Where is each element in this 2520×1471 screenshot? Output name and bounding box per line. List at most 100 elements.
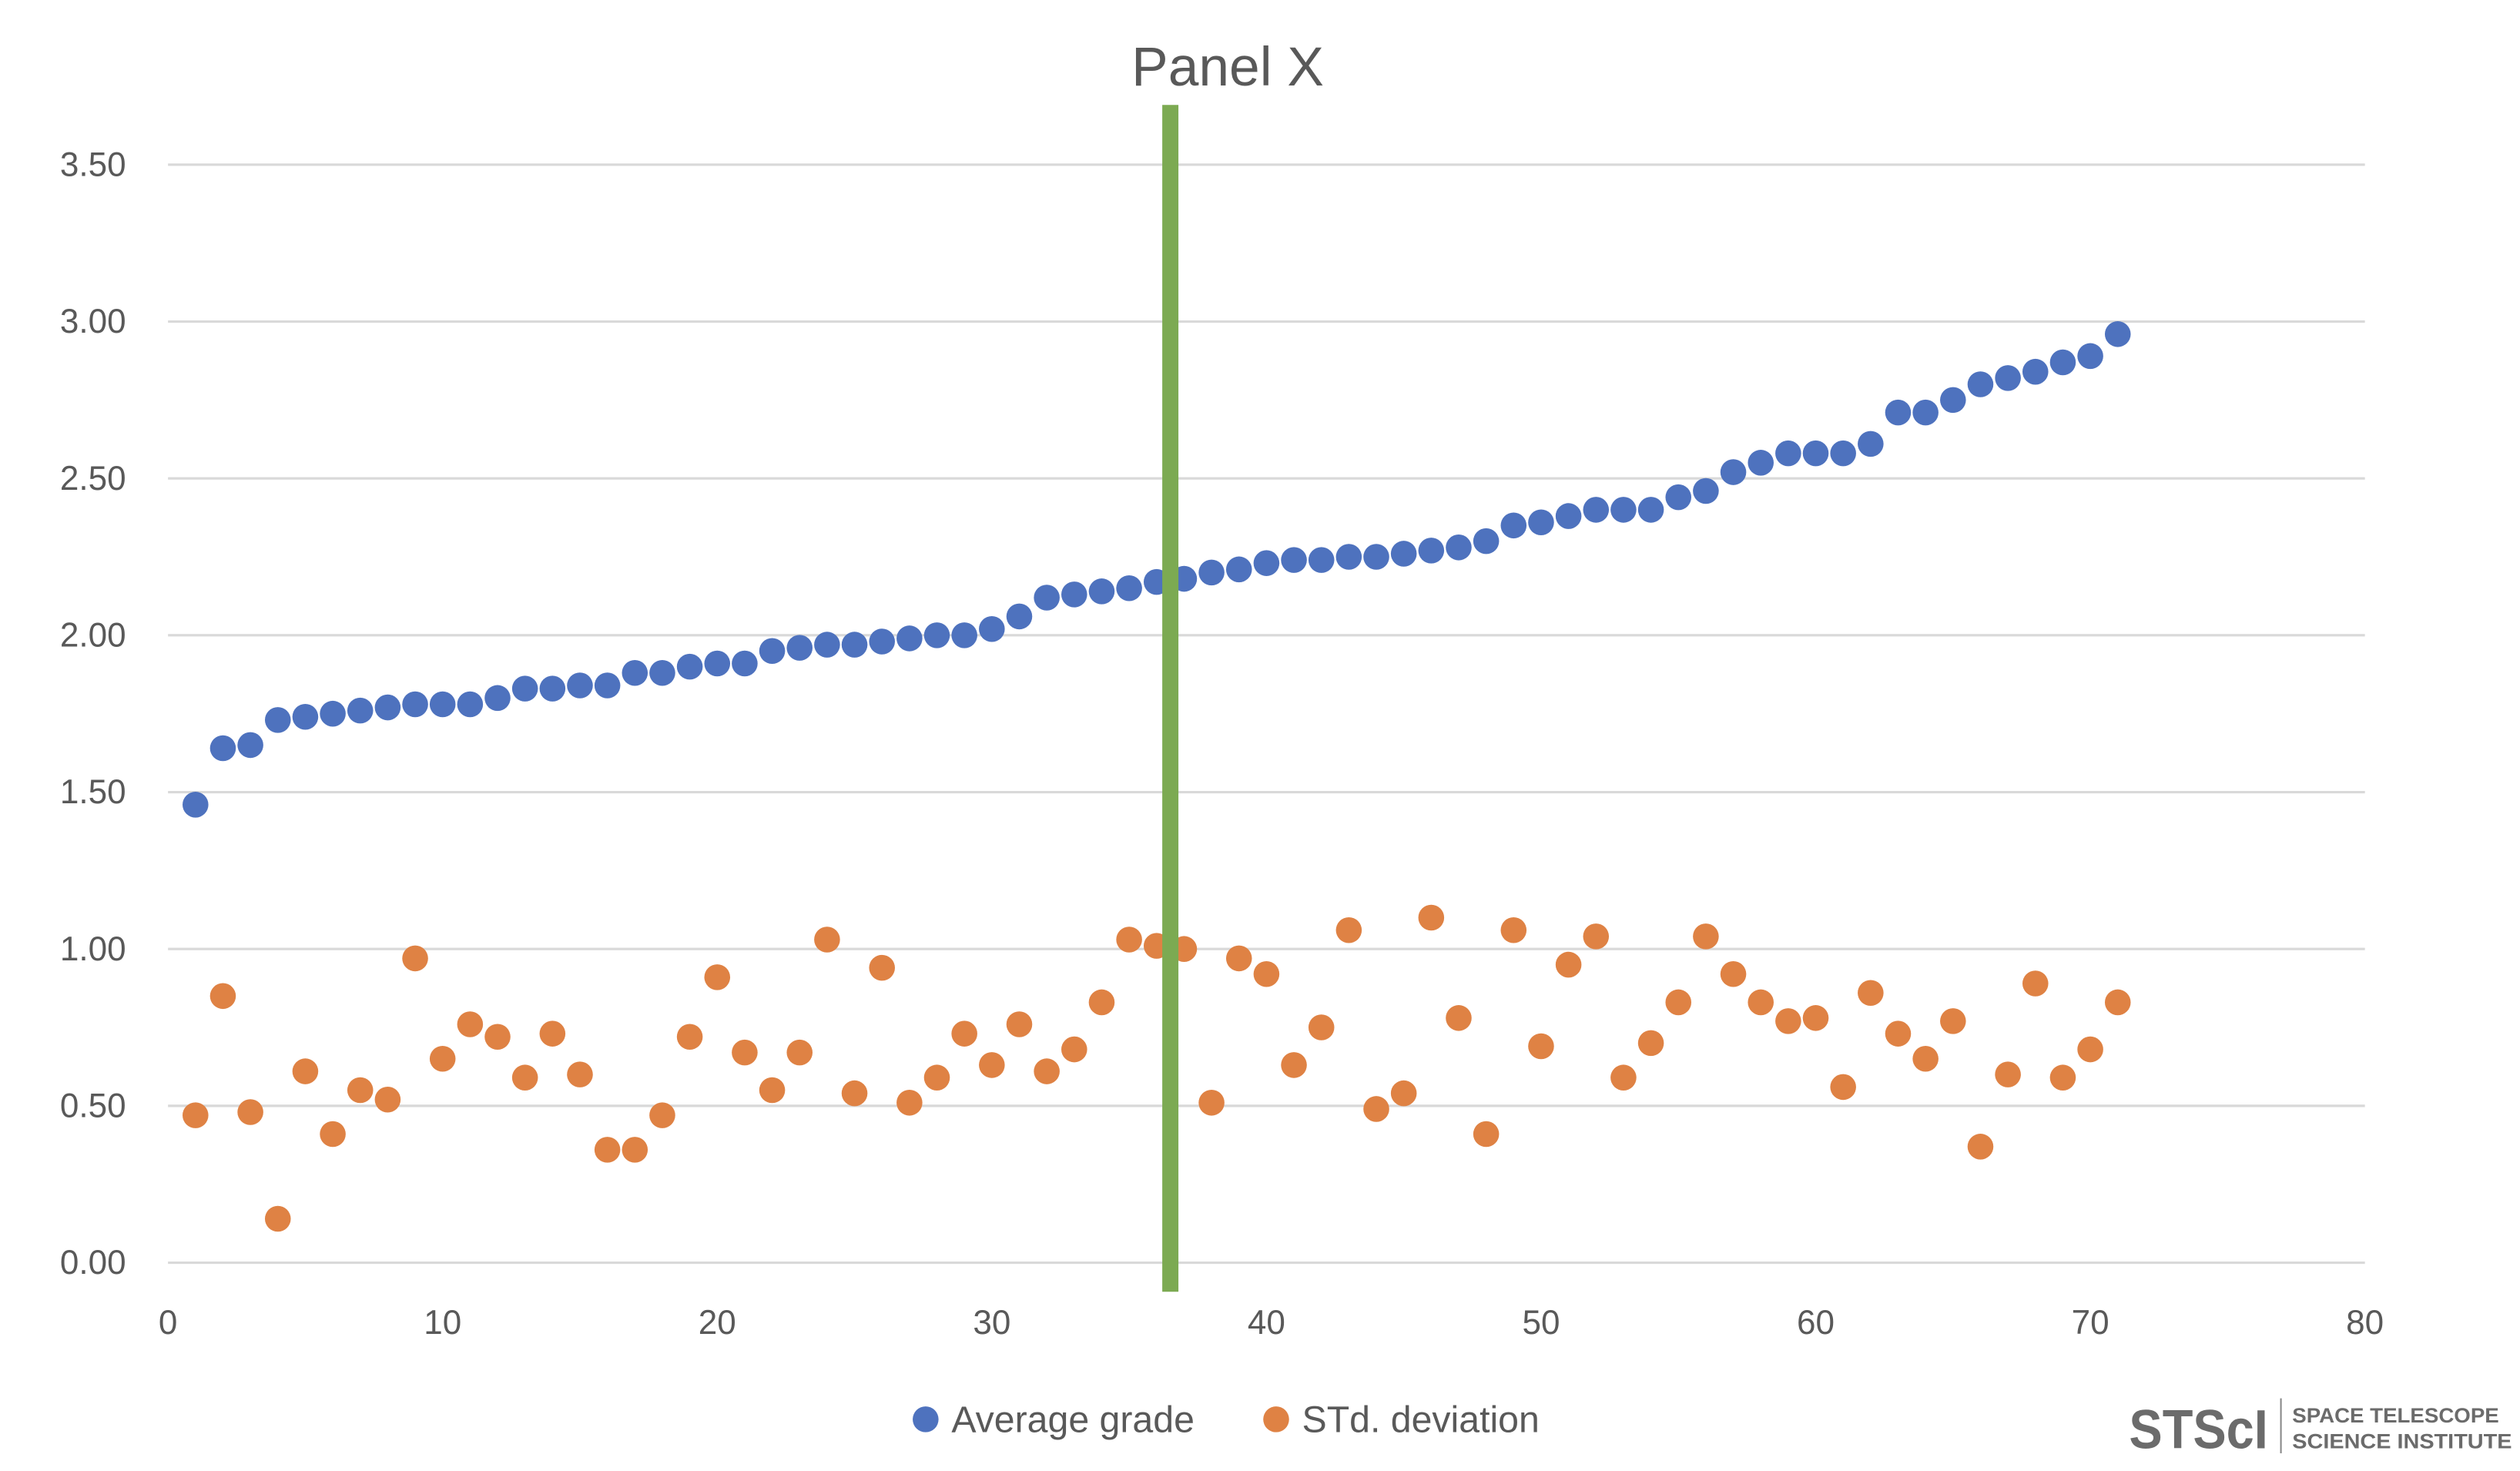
average-grade-point <box>1912 399 1939 426</box>
average-grade-point <box>869 628 895 655</box>
average-grade-point <box>1253 550 1280 576</box>
average-grade-point <box>1446 534 1472 561</box>
gridlines <box>168 163 2365 1265</box>
std-deviation-point <box>1967 1134 1994 1160</box>
std-deviation-point <box>1802 1005 1829 1031</box>
average-grade-point <box>1363 544 1389 570</box>
y-tick-label: 1.00 <box>60 930 126 968</box>
average-grade-point <box>320 700 346 727</box>
series-std-deviation <box>183 904 2131 1232</box>
average-grade-point <box>1418 538 1445 564</box>
std-deviation-point <box>374 1086 401 1113</box>
std-deviation-point <box>1253 961 1280 987</box>
average-grade-point <box>2022 358 2049 385</box>
average-grade-point <box>374 694 401 721</box>
average-grade-point <box>402 691 428 718</box>
y-axis-ticks: 0.00 0.50 1.00 1.50 2.00 2.50 3.00 3.50 <box>60 146 126 1282</box>
average-grade-point <box>786 635 813 661</box>
average-grade-point <box>1528 509 1554 535</box>
x-tick-label: 40 <box>1248 1304 1285 1342</box>
std-deviation-point <box>841 1080 868 1107</box>
std-deviation-point <box>869 954 895 981</box>
average-grade-point <box>676 653 703 680</box>
average-grade-point <box>1858 431 1884 457</box>
average-grade-point <box>704 650 731 677</box>
average-grade-point <box>1335 544 1362 570</box>
std-deviation-point <box>979 1052 1005 1078</box>
std-deviation-point <box>1198 1090 1225 1116</box>
average-grade-point <box>1116 575 1142 601</box>
std-deviation-point <box>402 945 428 972</box>
average-grade-point <box>814 632 840 658</box>
average-grade-point <box>1198 559 1225 586</box>
std-deviation-point <box>1693 923 1719 950</box>
average-grade-point <box>457 691 484 718</box>
average-grade-point <box>1225 556 1252 583</box>
average-grade-point <box>264 707 291 733</box>
average-grade-point <box>2049 349 2076 376</box>
std-deviation-point <box>1775 1008 1801 1034</box>
std-deviation-point <box>1116 926 1142 953</box>
average-grade-point <box>1500 512 1527 539</box>
average-grade-point <box>1665 484 1692 511</box>
average-grade-point <box>567 672 593 699</box>
std-deviation-point <box>1390 1080 1417 1107</box>
legend-label-std-deviation: STd. deviation <box>1302 1399 1540 1441</box>
average-grade-point <box>979 615 1005 642</box>
x-tick-label: 50 <box>1522 1304 1560 1342</box>
std-deviation-point <box>347 1077 374 1104</box>
average-grade-point <box>1034 585 1060 611</box>
logo-mark: STScI <box>2129 1399 2267 1461</box>
std-deviation-point <box>622 1137 648 1163</box>
average-grade-point <box>292 703 319 730</box>
average-grade-point <box>1088 578 1115 605</box>
average-grade-point <box>841 632 868 658</box>
average-grade-point <box>1061 581 1087 608</box>
std-deviation-point <box>1308 1014 1335 1040</box>
average-grade-point <box>1748 450 1774 476</box>
average-grade-point <box>2104 321 2131 347</box>
legend-label-average-grade: Average grade <box>951 1399 1195 1441</box>
average-grade-point <box>1720 459 1747 485</box>
average-grade-point <box>594 672 621 699</box>
std-deviation-point <box>676 1024 703 1050</box>
average-grade-point <box>429 691 456 718</box>
std-deviation-point <box>896 1090 923 1116</box>
x-tick-label: 0 <box>159 1304 177 1342</box>
std-deviation-point <box>1583 923 1610 950</box>
std-deviation-point <box>1995 1061 2021 1087</box>
average-grade-point <box>1390 541 1417 567</box>
legend-marker-average-grade <box>913 1406 939 1432</box>
legend: Average grade STd. deviation <box>913 1399 1540 1441</box>
std-deviation-point <box>704 964 731 990</box>
std-deviation-point <box>1830 1074 1856 1101</box>
std-deviation-point <box>1363 1096 1389 1122</box>
std-deviation-point <box>1281 1052 1307 1078</box>
y-tick-label: 2.00 <box>60 617 126 655</box>
std-deviation-point <box>1034 1058 1060 1084</box>
average-grade-point <box>1775 440 1801 467</box>
std-deviation-point <box>1637 1030 1664 1057</box>
average-grade-point <box>484 685 511 712</box>
average-grade-point <box>1940 387 1966 414</box>
average-grade-point <box>1555 503 1582 529</box>
x-tick-label: 70 <box>2072 1304 2109 1342</box>
std-deviation-point <box>732 1039 758 1066</box>
legend-marker-std-deviation <box>1263 1406 1289 1432</box>
average-grade-point <box>1830 440 1856 467</box>
stsci-logo: STScI SPACE TELESCOPE SCIENCE INSTITUTE <box>2129 1398 2512 1461</box>
average-grade-point <box>896 625 923 652</box>
std-deviation-point <box>1418 904 1445 931</box>
average-grade-point <box>1308 547 1335 573</box>
x-axis-ticks: 0 10 20 30 40 50 60 70 80 <box>159 1304 2384 1342</box>
average-grade-point <box>347 697 374 724</box>
std-deviation-point <box>539 1020 566 1047</box>
std-deviation-point <box>183 1102 209 1128</box>
std-deviation-point <box>1665 989 1692 1016</box>
average-grade-point <box>622 659 648 686</box>
std-deviation-point <box>1748 989 1774 1016</box>
std-deviation-point <box>1720 961 1747 987</box>
x-tick-label: 80 <box>2346 1304 2384 1342</box>
average-grade-point <box>1583 497 1610 523</box>
